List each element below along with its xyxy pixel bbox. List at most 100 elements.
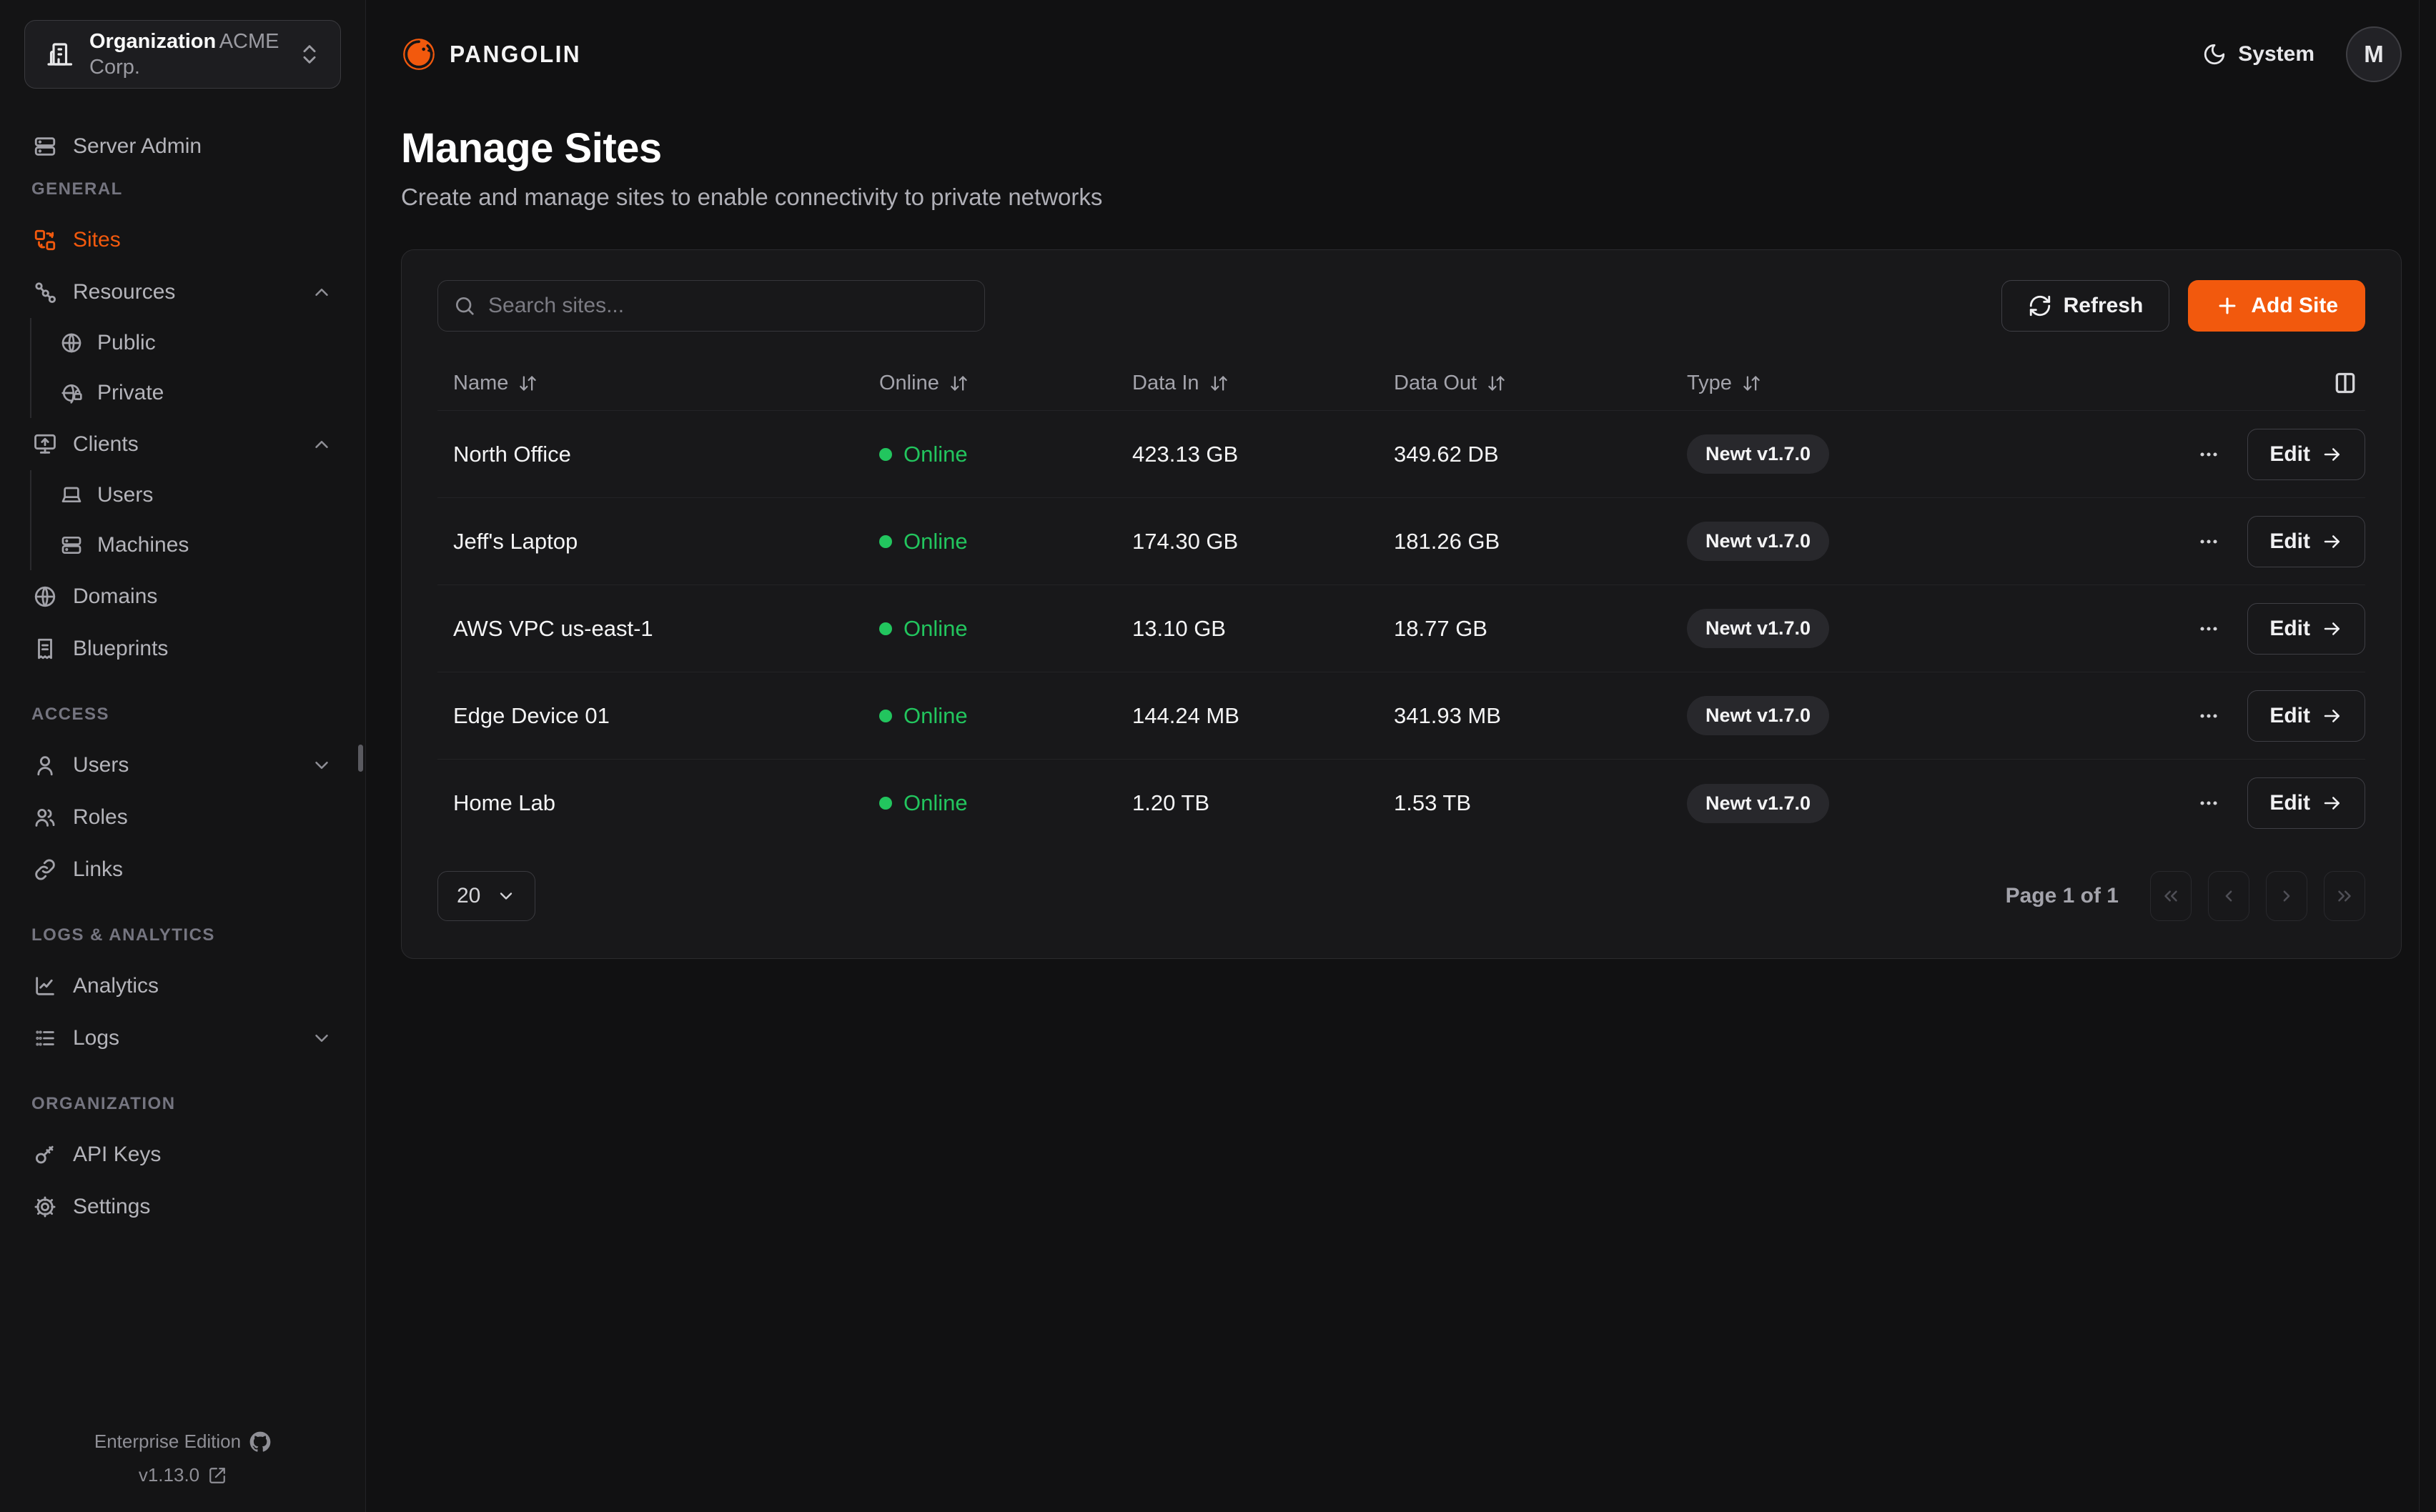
next-page-button[interactable]	[2266, 871, 2307, 921]
sidebar-item-server-admin[interactable]: Server Admin	[0, 120, 365, 172]
row-actions: Edit	[2129, 777, 2365, 829]
sidebar-item-label: Roles	[73, 805, 128, 829]
github-icon[interactable]	[249, 1431, 271, 1453]
gear-icon	[33, 1195, 57, 1219]
receipt-icon	[33, 637, 57, 661]
edit-button[interactable]: Edit	[2247, 690, 2365, 742]
theme-toggle[interactable]: System	[2202, 42, 2314, 66]
page-size-select[interactable]: 20	[437, 871, 536, 921]
sidebar-item-public[interactable]: Public	[31, 318, 365, 368]
add-site-button[interactable]: Add Site	[2188, 280, 2365, 332]
column-header-data-out[interactable]: Data Out	[1394, 372, 1687, 395]
edit-button[interactable]: Edit	[2247, 428, 2365, 480]
row-menu-icon[interactable]	[2192, 786, 2226, 820]
page-head: Manage Sites Create and manage sites to …	[401, 124, 2402, 211]
sort-icon[interactable]	[1742, 374, 1761, 393]
sidebar-nav: Server Admin GENERAL Sites Resources	[0, 120, 365, 1233]
toolbar-right: Refresh Add Site	[2001, 280, 2365, 332]
section-label-logs-analytics: LOGS & ANALYTICS	[31, 925, 215, 945]
refresh-label: Refresh	[2063, 294, 2144, 317]
window-scrollbar-gutter[interactable]	[2419, 0, 2436, 1512]
chevron-down-icon[interactable]	[311, 1028, 332, 1049]
sidebar-item-logs[interactable]: Logs	[0, 1012, 365, 1064]
sidebar-item-client-users[interactable]: Users	[31, 470, 365, 520]
sidebar-item-analytics[interactable]: Analytics	[0, 960, 365, 1012]
sidebar-item-blueprints[interactable]: Blueprints	[0, 622, 365, 675]
sort-icon[interactable]	[1487, 374, 1506, 393]
column-header-name[interactable]: Name	[437, 372, 879, 395]
sort-icon[interactable]	[949, 374, 969, 393]
avatar-initial: M	[2364, 41, 2384, 67]
table-header: Name Online Data In	[437, 356, 2365, 410]
table-row: Jeff's Laptop Online 174.30 GB 181.26 GB…	[437, 498, 2365, 585]
edition-line[interactable]: Enterprise Edition	[94, 1431, 271, 1453]
sidebar-scrollbar-thumb[interactable]	[358, 745, 363, 772]
prev-page-button[interactable]	[2208, 871, 2249, 921]
sidebar-item-api-keys[interactable]: API Keys	[0, 1128, 365, 1180]
type-badge: Newt v1.7.0	[1687, 609, 1830, 648]
site-status: Online	[879, 616, 1132, 642]
sort-icon[interactable]	[518, 374, 538, 393]
org-switcher[interactable]: Organization ACME Corp.	[24, 20, 341, 89]
edit-button[interactable]: Edit	[2247, 515, 2365, 567]
sidebar: Organization ACME Corp. Server Admin GEN…	[0, 0, 366, 1512]
brand[interactable]: PANGOLIN	[401, 36, 587, 72]
last-page-button[interactable]	[2324, 871, 2365, 921]
user-icon	[33, 753, 57, 777]
sidebar-item-links[interactable]: Links	[0, 843, 365, 895]
version-line[interactable]: v1.13.0	[139, 1464, 227, 1486]
sidebar-item-label: Clients	[73, 432, 139, 456]
brand-name: PANGOLIN	[450, 41, 582, 67]
column-header-data-in[interactable]: Data In	[1132, 372, 1394, 395]
row-menu-icon[interactable]	[2192, 524, 2226, 559]
theme-toggle-label: System	[2238, 42, 2314, 66]
sidebar-item-label: Domains	[73, 584, 158, 608]
row-actions: Edit	[2129, 602, 2365, 655]
site-name: Edge Device 01	[453, 702, 610, 728]
globe-lock-icon	[60, 382, 83, 404]
sort-icon[interactable]	[1209, 374, 1229, 393]
edit-button[interactable]: Edit	[2247, 602, 2365, 655]
pagination: 20 Page 1 of 1	[437, 871, 2365, 921]
columns-toggle-icon[interactable]	[2331, 369, 2360, 397]
sidebar-item-label: Users	[73, 752, 129, 777]
table-row: AWS VPC us-east-1 Online 13.10 GB 18.77 …	[437, 585, 2365, 672]
sidebar-item-sites[interactable]: Sites	[0, 214, 365, 266]
first-page-button[interactable]	[2150, 871, 2192, 921]
search-input[interactable]	[437, 280, 985, 332]
column-header-online[interactable]: Online	[879, 372, 1132, 395]
sidebar-item-settings[interactable]: Settings	[0, 1180, 365, 1233]
globe-icon	[60, 332, 83, 354]
chevron-down-icon[interactable]	[311, 755, 332, 776]
column-header-type[interactable]: Type	[1687, 372, 2129, 395]
site-type: Newt v1.7.0	[1687, 434, 2129, 474]
row-menu-icon[interactable]	[2192, 437, 2226, 472]
chevrons-up-down-icon	[297, 42, 322, 66]
online-dot	[879, 534, 892, 548]
chart-line-icon	[33, 974, 57, 998]
avatar[interactable]: M	[2346, 26, 2402, 82]
sidebar-item-roles[interactable]: Roles	[0, 791, 365, 843]
arrow-right-icon	[2322, 531, 2343, 552]
arrow-right-icon	[2322, 705, 2343, 727]
chevron-up-icon[interactable]	[311, 434, 332, 455]
chevron-up-icon[interactable]	[311, 282, 332, 303]
sidebar-item-clients[interactable]: Clients	[0, 418, 365, 470]
sidebar-item-domains[interactable]: Domains	[0, 570, 365, 622]
site-type: Newt v1.7.0	[1687, 522, 2129, 561]
laptop-icon	[60, 484, 83, 507]
refresh-button[interactable]: Refresh	[2001, 280, 2170, 332]
external-link-icon	[208, 1466, 227, 1485]
resources-subgroup: Public Private	[30, 318, 365, 418]
row-menu-icon[interactable]	[2192, 699, 2226, 733]
sidebar-item-resources[interactable]: Resources	[0, 266, 365, 318]
row-menu-icon[interactable]	[2192, 612, 2226, 646]
sidebar-item-private[interactable]: Private	[31, 368, 365, 418]
edit-button[interactable]: Edit	[2247, 777, 2365, 829]
site-status: Online	[879, 703, 1132, 729]
row-actions: Edit	[2129, 428, 2365, 480]
sidebar-item-users[interactable]: Users	[0, 739, 365, 791]
sidebar-item-machines[interactable]: Machines	[31, 520, 365, 570]
type-badge: Newt v1.7.0	[1687, 434, 1830, 474]
